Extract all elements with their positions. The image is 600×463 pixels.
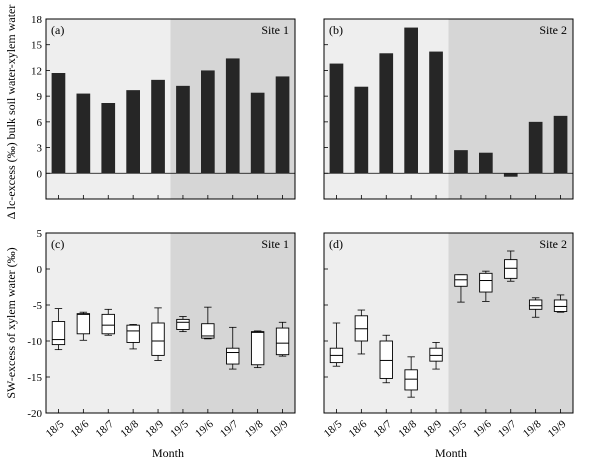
- y-tick-label: -20: [27, 408, 42, 420]
- bar: [151, 79, 165, 174]
- box: [76, 313, 91, 335]
- panel-frame: [323, 232, 574, 414]
- bar: [503, 173, 518, 177]
- box: [51, 321, 66, 346]
- y-tick-label: 0: [37, 264, 43, 276]
- box: [126, 324, 140, 343]
- panel-d: 18/5 18/6 18/7 18/8 18/9 19/5 19/6 19/7 19/8 19/9…: [322, 232, 574, 440]
- x-tick-label: 19/5: [168, 418, 191, 440]
- x-tick-label: 18/5: [322, 418, 345, 440]
- bar: [429, 51, 443, 174]
- box: [454, 274, 468, 287]
- box: [176, 318, 190, 330]
- panel-frame: [323, 18, 574, 200]
- bar: [404, 27, 418, 174]
- shade-region-2019: [448, 19, 573, 199]
- x-tick-label: 18/7: [371, 418, 394, 440]
- panel-label: (a): [51, 23, 64, 37]
- box: [275, 327, 290, 356]
- x-tick-label: 18/8: [396, 418, 419, 440]
- bar: [454, 150, 468, 174]
- panel-label: (c): [51, 237, 64, 251]
- site-label: Site 1: [261, 23, 289, 37]
- box: [226, 347, 240, 365]
- bar: [275, 76, 290, 174]
- x-tick-label: 19/7: [496, 418, 519, 440]
- y-axis-title-bottom: SW-excess of xylem water (‰): [4, 247, 18, 398]
- panel-label: (b): [329, 23, 343, 37]
- x-tick-label: 19/9: [268, 418, 291, 440]
- x-tick-label: 18/9: [143, 418, 166, 440]
- y-tick-label: 3: [37, 143, 43, 155]
- y-tick-label: -15: [27, 372, 42, 384]
- y-tick-label: 15: [31, 40, 43, 52]
- shade-region-2019: [170, 233, 295, 413]
- y-tick-label: -10: [27, 336, 42, 348]
- box: [250, 331, 265, 366]
- bar: [76, 93, 91, 174]
- bar: [354, 86, 369, 174]
- x-tick-label: 19/6: [471, 418, 494, 440]
- box: [479, 272, 493, 293]
- bar: [225, 58, 240, 174]
- panel-label: (d): [329, 237, 343, 251]
- site-label: Site 2: [539, 23, 567, 37]
- bar: [479, 152, 493, 174]
- x-tick-label: 19/6: [193, 418, 216, 440]
- bar: [553, 115, 568, 174]
- site-label: Site 2: [539, 237, 567, 251]
- x-tick-label: 18/6: [347, 418, 370, 440]
- x-tick-label: 19/5: [446, 418, 469, 440]
- bar: [528, 121, 543, 174]
- x-tick-label: 18/6: [69, 418, 92, 440]
- x-axis-title-right: Month: [435, 446, 467, 460]
- box: [528, 299, 543, 310]
- x-tick-label: 19/8: [243, 418, 266, 440]
- x-tick-label: 19/9: [546, 418, 569, 440]
- box: [553, 299, 568, 312]
- bar: [126, 90, 140, 174]
- y-tick-label: 9: [37, 91, 43, 103]
- y-tick-label: 18: [31, 14, 43, 26]
- bar: [51, 73, 66, 174]
- y-tick-label: 12: [31, 65, 42, 77]
- site-label: Site 1: [261, 237, 289, 251]
- panel-a: 0 3 6 9 12 15 18 (a) Site 1: [31, 14, 296, 200]
- shade-region-2018: [324, 233, 449, 413]
- x-tick-label: 18/9: [421, 418, 444, 440]
- x-tick-label: 19/7: [218, 418, 241, 440]
- bar: [250, 92, 265, 174]
- y-tick-label: 6: [37, 117, 43, 129]
- x-axis-title-left: Month: [152, 446, 184, 460]
- bar: [176, 85, 190, 174]
- x-tick-label: 18/8: [118, 418, 141, 440]
- bar: [379, 53, 394, 174]
- y-tick-label: 0: [37, 168, 43, 180]
- y-tick-label: -5: [33, 300, 43, 312]
- box: [151, 322, 165, 356]
- panel-b: (b) Site 2: [323, 18, 574, 200]
- box: [504, 259, 518, 279]
- y-axis-title-top: Δ lc-excess (‰) bulk soil water-xylem wa…: [4, 5, 18, 220]
- x-tick-label: 18/5: [44, 418, 67, 440]
- box: [379, 340, 393, 379]
- y-tick-label: 5: [37, 228, 43, 240]
- panel-frame: [45, 18, 296, 200]
- x-tick-label: 19/8: [521, 418, 544, 440]
- bar: [329, 63, 344, 174]
- box: [429, 347, 443, 362]
- bar: [201, 70, 215, 174]
- box: [404, 369, 418, 391]
- x-tick-label: 18/7: [93, 418, 116, 440]
- bar: [101, 103, 116, 174]
- box: [101, 313, 115, 335]
- box: [201, 323, 215, 339]
- panel-frame: [45, 232, 296, 414]
